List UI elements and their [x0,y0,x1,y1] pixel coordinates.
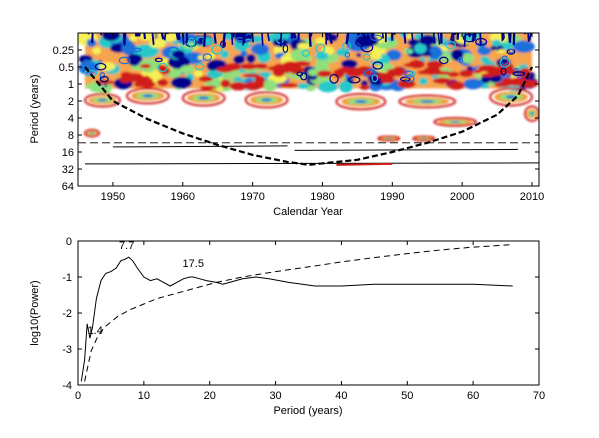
global-spectrum-panel: 7.7 17.5 1.4 0 10 20 30 40 50 60 70 0 -1 -2 -3 -4 Per… [29,236,545,417]
spectrum-x-tick-label: 70 [533,390,545,402]
wavelet-y-ticks: 0.25 0.5 1 2 4 8 16 32 64 [53,45,539,193]
spectrum-axes-box [77,240,540,386]
peak-label: 7.7 [119,240,134,252]
global-power-curve [80,256,513,382]
wavelet-x-tick-label: 2010 [520,191,544,203]
wavelet-x-tick-label: 1950 [101,191,125,203]
spectrum-y-tick-label: -1 [62,272,72,284]
significant-region-1 [83,92,121,108]
wavelet-y-tick-label: 0.25 [53,45,74,57]
significant-region-11 [377,135,401,142]
significant-region-7 [433,117,478,127]
significant-region-9 [524,105,539,122]
spectrum-x-tick-label: 0 [75,390,81,402]
peak-label: 17.5 [183,258,204,270]
wavelet-power-contours [78,33,539,142]
significance-curve [84,244,513,382]
wavelet-x-tick-label: 2000 [450,191,474,203]
spectrum-x-tick-label: 40 [335,390,347,402]
spectrum-y-tick-label: -4 [62,380,72,392]
wavelet-y-tick-label: 8 [68,130,74,142]
wavelet-y-tick-label: 32 [62,164,74,176]
wavelet-y-tick-label: 64 [62,181,74,193]
spectrum-x-axis-title: Period (years) [273,405,342,417]
significant-region-4 [244,91,289,109]
spectrum-x-tick-label: 10 [138,390,150,402]
spectrum-y-tick-label: 0 [66,236,72,248]
wavelet-overlay-lines [78,66,539,166]
wavelet-y-tick-label: 16 [62,147,74,159]
spectrum-x-tick-label: 30 [269,390,281,402]
spectrum-x-tick-label: 60 [467,390,479,402]
spectrum-y-ticks: 0 -1 -2 -3 -4 [62,236,539,392]
wavelet-power-fill [78,33,539,142]
wavelet-axes-box [77,32,540,187]
long-period-contour-3 [336,162,393,166]
long-period-contour-0 [112,145,288,148]
spectrum-y-tick-label: -3 [62,344,72,356]
wavelet-x-tick-label: 1960 [171,191,195,203]
spectrum-x-ticks: 0 10 20 30 40 50 60 70 [75,241,545,402]
wavelet-x-axis-title: Calendar Year [273,206,343,218]
significant-region-3 [181,89,226,107]
wavelet-y-tick-label: 1 [68,79,74,91]
spectrum-annotations: 7.7 17.5 1.4 [88,240,204,337]
wavelet-x-tick-label: 1970 [240,191,264,203]
wavelet-y-axis-title: Period (years) [29,74,41,143]
spectrum-y-axis-title: log10(Power) [29,280,41,345]
wavelet-x-tick-label: 1980 [310,191,334,203]
significant-region-10 [83,128,100,138]
wavelet-power-panel: 1950 1960 1970 1980 1990 2000 2010 0.25 0.5 1 2 4 8… [29,32,544,218]
spectrum-x-tick-label: 20 [204,390,216,402]
significant-region-2 [125,87,170,105]
significant-region-5 [335,92,387,111]
wavelet-x-tick-label: 1990 [380,191,404,203]
spectrum-series [80,244,513,382]
wavelet-x-ticks: 1950 1960 1970 1980 1990 2000 2010 [101,33,544,203]
wavelet-y-tick-label: 2 [68,96,74,108]
spectrum-x-tick-label: 50 [401,390,413,402]
peak-label: 1.4 [88,325,103,337]
significant-region-6 [398,94,457,109]
spectrum-y-tick-label: -2 [62,308,72,320]
long-period-contour-1 [294,148,519,151]
cone-of-influence [84,66,534,166]
wavelet-y-tick-label: 0.5 [59,62,74,74]
significant-region-12 [412,135,436,142]
significant-region-0 [78,33,538,94]
wavelet-y-tick-label: 4 [68,113,74,125]
